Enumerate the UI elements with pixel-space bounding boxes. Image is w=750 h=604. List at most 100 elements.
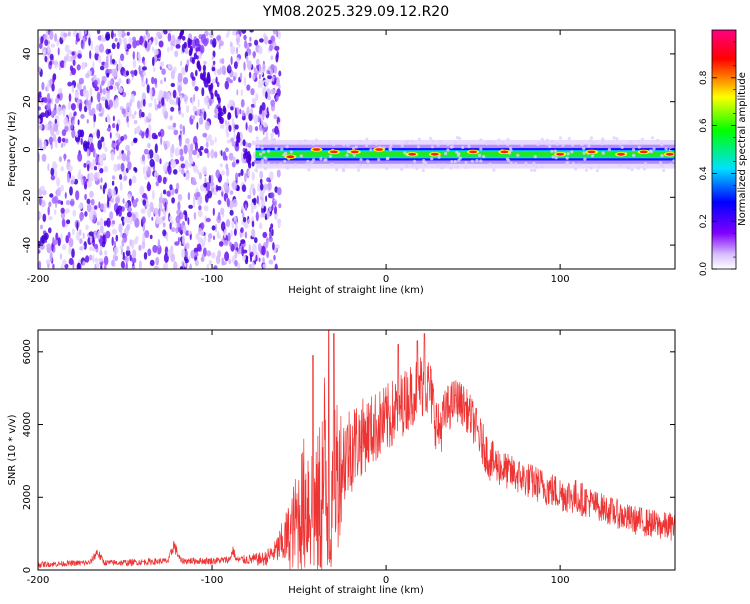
- spectrogram-cell: [107, 197, 110, 208]
- spectrogram-cell: [139, 35, 144, 46]
- spectrogram-cell: [131, 241, 135, 250]
- spectrogram-cell: [242, 139, 246, 147]
- spectrogram-cell: [152, 189, 155, 200]
- spectrogram-cell: [188, 230, 192, 235]
- spectrogram-cell: [244, 148, 248, 156]
- spectrogram-cell: [247, 142, 252, 148]
- spectrogram-cell: [153, 48, 159, 56]
- spectrogram-cell: [103, 263, 107, 269]
- spectrogram-cell: [181, 248, 186, 258]
- spectrogram-cell: [142, 165, 146, 176]
- spectrogram-cell: [160, 192, 163, 202]
- spectrogram-cell: [179, 155, 185, 162]
- spectrogram-cell: [230, 229, 234, 238]
- spectrogram-cell: [102, 88, 107, 95]
- spectrogram-cell: [270, 223, 274, 229]
- spectrogram-cell: [261, 102, 266, 111]
- spectrogram-cell: [108, 85, 114, 90]
- spectrogram-cell: [194, 86, 199, 92]
- spectrogram-cell: [196, 243, 202, 252]
- spectrogram-cell: [164, 246, 169, 256]
- spectrogram-cell: [211, 55, 214, 60]
- spectrogram-cell: [265, 195, 268, 202]
- spectrogram-cell: [253, 114, 259, 124]
- spectrogram-cell: [263, 167, 268, 171]
- spectrogram-cell: [46, 102, 51, 110]
- spectrogram-y-tick-label: 40: [22, 48, 33, 61]
- spectrogram-cell: [116, 42, 120, 50]
- spectrogram-cell: [75, 132, 79, 138]
- spectrogram-cell: [175, 182, 180, 191]
- spectrogram-y-tick-label: 20: [22, 95, 33, 108]
- spectrogram-cell: [78, 203, 84, 210]
- spectrogram-cell: [165, 233, 169, 242]
- spectrogram-cell: [67, 231, 71, 239]
- spectrogram-cell: [125, 144, 130, 152]
- spectrogram-cell: [566, 152, 570, 156]
- spectrogram-cell: [278, 162, 283, 166]
- spectrogram-cell: [182, 77, 189, 85]
- spectrogram-cell: [132, 51, 135, 60]
- spectrogram-cell: [490, 140, 494, 144]
- spectrogram-cell: [107, 188, 112, 198]
- spectrogram-cell: [109, 211, 114, 220]
- spectrogram-cell: [207, 104, 210, 110]
- snr-x-tick-label: -200: [27, 575, 50, 586]
- spectrogram-cell: [208, 260, 213, 266]
- spectrogram-cell: [204, 177, 207, 185]
- spectrogram-cell: [96, 30, 101, 35]
- spectrogram-cell: [216, 186, 222, 191]
- spectrogram-cell: [577, 163, 581, 167]
- spectrogram-cell: [131, 113, 136, 120]
- spectrogram-cell: [449, 145, 453, 149]
- spectrogram-cell: [134, 167, 138, 173]
- spectrogram-cell: [545, 142, 549, 146]
- spectrogram-cell: [250, 206, 254, 214]
- spectrogram-cell: [48, 216, 53, 221]
- spectrogram-cell: [256, 195, 259, 205]
- spectrogram-cell: [191, 180, 197, 186]
- spectrogram-cell: [262, 150, 266, 154]
- spectrogram-cell: [252, 74, 256, 81]
- spectrogram-cell: [359, 163, 363, 168]
- spectrogram-cell: [206, 263, 210, 269]
- spectrogram-cell: [121, 108, 126, 115]
- spectrogram-cell: [70, 103, 76, 111]
- spectrogram-cell: [177, 221, 181, 228]
- spectrogram-cell: [72, 209, 77, 217]
- spectrogram-cell: [113, 240, 116, 247]
- spectrogram-cell: [142, 99, 146, 107]
- spectrogram-cell: [72, 120, 75, 125]
- spectrogram-cell: [196, 109, 200, 116]
- spectrogram-cell: [96, 91, 101, 102]
- spectrogram-cell: [79, 212, 84, 221]
- spectrogram-cell: [101, 34, 104, 43]
- spectrogram-cell: [48, 201, 52, 208]
- spectrogram-cell: [154, 78, 158, 85]
- spectrogram-cell: [51, 96, 54, 105]
- spectrogram-cell: [119, 231, 123, 238]
- spectrogram-cell: [158, 40, 164, 48]
- spectrogram-cell: [328, 154, 333, 158]
- spectrogram-cell: [180, 60, 183, 67]
- spectrogram-cell: [178, 110, 182, 115]
- spectrogram-cell: [582, 151, 586, 155]
- spectrogram-cell: [129, 254, 132, 262]
- spectrogram-cell: [356, 165, 360, 169]
- colorbar-ticks: 0.0 0.2 0.4 0.6 0.8: [699, 41, 736, 276]
- spectrogram-cell: [205, 136, 211, 142]
- spectrogram-cell: [343, 163, 347, 167]
- spectrogram-cell: [169, 184, 173, 191]
- spectrogram-cell: [589, 136, 594, 140]
- spectrogram-cell: [182, 225, 187, 234]
- spectrogram-cell: [162, 176, 167, 185]
- spectrogram-cell: [86, 163, 90, 172]
- spectrogram-cell: [266, 250, 269, 259]
- spectrogram-cell: [259, 38, 264, 43]
- spectrogram-cell: [101, 96, 106, 102]
- spectrogram-cell: [105, 230, 111, 239]
- spectrogram-cell: [123, 134, 128, 140]
- spectrogram-cell: [41, 81, 45, 91]
- spectrogram-cell: [403, 151, 407, 155]
